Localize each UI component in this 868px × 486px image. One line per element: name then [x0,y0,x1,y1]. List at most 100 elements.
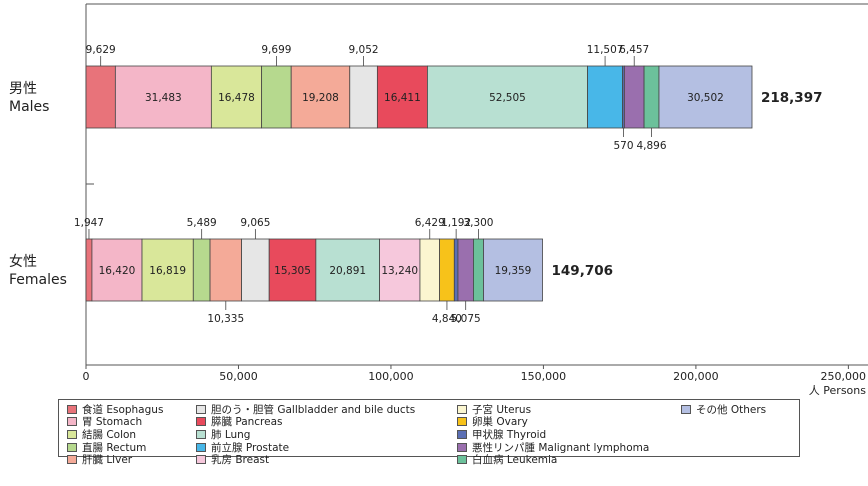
value-label-esophagus: 9,629 [86,44,116,56]
legend-label: 直腸 Rectum [82,441,147,454]
legend-item-ovary: 卵巣 Ovary [457,416,649,428]
legend-label: 膵臓 Pancreas [211,416,283,429]
value-label-rectum: 5,489 [187,217,217,229]
legend-swatch [681,404,691,414]
legend-label: 子宮 Uterus [472,403,532,416]
x-unit-label: 人 Persons [809,384,866,397]
value-label-breast: 13,240 [381,265,418,277]
x-tick-label: 50,000 [219,370,258,383]
bar-segment-lymphoma [623,65,645,129]
bar-segment-gallbladder [241,238,270,302]
bar-segment-prostate [587,65,624,129]
legend-label: 肝臓 Liver [82,454,133,467]
bar-segment-others [483,238,543,302]
legend-label: 胆のう・胆管 Gallbladder and bile ducts [211,403,416,416]
category-labels: 男性 Males 女性 Females [9,81,67,288]
legend-swatch [457,404,467,414]
value-label-thyroid: 570 [613,140,633,152]
value-label-rectum: 9,699 [261,44,291,56]
legend-swatch [196,455,206,465]
value-label-leukemia: 4,896 [636,140,666,152]
bar-segment-others [658,65,753,129]
legend-item-leukemia: 白血病 Leukemia [457,453,649,466]
value-label-colon: 16,478 [218,92,255,104]
value-label-stomach: 31,483 [145,92,182,104]
legend-swatch [196,404,206,414]
bar-segment-leukemia [473,238,484,302]
x-tick-label: 200,000 [673,370,719,383]
bar-segment-lung [427,65,588,129]
legend-column: 子宮 Uterus 卵巣 Ovary 甲状腺 Thyroid 悪性リンパ腫 Malig… [457,403,649,466]
bar-segment-liver [290,65,351,129]
legend-label: その他 Others [696,403,767,416]
legend-column: 食道 Esophagus 胃 Stomach 結腸 Colon 直腸 Rectum 肝臓… [67,403,163,466]
bar-segment-esophagus [85,238,93,302]
value-label-colon: 16,819 [149,265,186,277]
x-tick-label: 100,000 [368,370,414,383]
legend-item-liver: 肝臓 Liver [67,453,163,466]
legend-label: 甲状腺 Thyroid [472,428,547,441]
legend-swatch [457,417,467,427]
legend-swatch [67,404,77,414]
value-label-gallbladder: 9,052 [349,44,379,56]
bar-segment-stomach [91,238,143,302]
total-label: 218,397 [761,90,823,106]
legend-item-thyroid: 甲状腺 Thyroid [457,428,649,441]
legend-swatch [457,429,467,439]
value-label-stomach: 16,420 [99,265,136,277]
legend-item-gallbladder: 胆のう・胆管 Gallbladder and bile ducts [196,403,415,416]
value-label-liver: 19,208 [302,92,339,104]
legend-swatch [67,417,77,427]
legend-item-others: その他 Others [681,403,766,416]
value-label-ovary: 4,840 [432,313,462,325]
legend-swatch [67,455,77,465]
legend-swatch [67,442,77,452]
value-label-gallbladder: 9,065 [240,217,270,229]
value-label-others: 30,502 [687,92,724,104]
legend-item-rectum: 直腸 Rectum [67,441,163,454]
bars [85,65,753,302]
bar-segment-breast [379,238,421,302]
bar-segment-esophagus [85,65,116,129]
category-label-en: Males [9,99,49,115]
value-label-pancreas: 15,305 [274,265,311,277]
x-tick-label: 250,000 [821,370,867,383]
value-label-others: 19,359 [495,265,532,277]
legend-item-breast: 乳房 Breast [196,453,415,466]
value-label-thyroid: 1,192 [441,217,471,229]
category-label-en: Females [9,272,67,288]
category-label-ja: 女性 [9,253,37,270]
legend-swatch [67,429,77,439]
bar-segment-uterus [419,238,440,302]
bar-segment-lung [315,238,380,302]
value-label-lymphoma: 6,457 [619,44,649,56]
bar-segment-thyroid [453,238,459,302]
legend-label: 前立腺 Prostate [211,441,290,454]
bar-segment-pancreas [268,238,317,302]
value-label-liver: 10,335 [207,313,244,325]
bar-segment-liver [209,238,242,302]
bar-segment-rectum [192,238,211,302]
value-label-lymphoma: 5,075 [451,313,481,325]
legend-item-stomach: 胃 Stomach [67,416,163,428]
legend-column: 胆のう・胆管 Gallbladder and bile ducts 膵臓 Panc… [196,403,415,466]
value-label-prostate: 11,507 [587,44,624,56]
legend-label: 肺 Lung [211,428,251,441]
value-label-uterus: 6,429 [415,217,445,229]
bar-segment-pancreas [376,65,428,129]
legend-label: 悪性リンパ腫 Malignant lymphoma [472,441,650,454]
legend-label: 結腸 Colon [82,428,137,441]
legend-label: 乳房 Breast [211,454,270,467]
legend-item-uterus: 子宮 Uterus [457,403,649,416]
value-label-esophagus: 1,947 [74,217,104,229]
legend: 食道 Esophagus 胃 Stomach 結腸 Colon 直腸 Rectum 肝臓… [58,399,800,466]
value-label-leukemia: 3,300 [463,217,493,229]
legend-swatch [196,417,206,427]
legend-swatch [457,442,467,452]
bar-segment-ovary [439,238,455,302]
legend-swatch [196,429,206,439]
legend-label: 食道 Esophagus [82,403,164,416]
legend-item-colon: 結腸 Colon [67,428,163,441]
